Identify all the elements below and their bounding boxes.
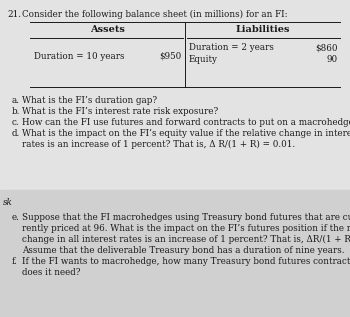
Text: Assume that the deliverable Treasury bond has a duration of nine years.: Assume that the deliverable Treasury bon… [22,246,344,255]
Text: Suppose that the FI macrohedges using Treasury bond futures that are cur-: Suppose that the FI macrohedges using Tr… [22,213,350,222]
Text: Equity: Equity [189,55,218,64]
Text: d.: d. [12,129,20,138]
Text: Duration = 2 years: Duration = 2 years [189,43,274,53]
Text: What is the FI’s duration gap?: What is the FI’s duration gap? [22,96,157,105]
Text: c.: c. [12,118,20,127]
Text: What is the FI’s interest rate risk exposure?: What is the FI’s interest rate risk expo… [22,107,218,116]
Text: Duration = 10 years: Duration = 10 years [34,52,125,61]
Text: rently priced at 96. What is the impact on the FI’s futures position if the rela: rently priced at 96. What is the impact … [22,224,350,233]
Text: does it need?: does it need? [22,268,80,277]
Text: Liabilities: Liabilities [235,25,290,35]
Text: 90: 90 [327,55,338,64]
Text: a.: a. [12,96,20,105]
Text: rates is an increase of 1 percent? That is, Δ R/(1 + R) = 0.01.: rates is an increase of 1 percent? That … [22,140,295,149]
Text: Consider the following balance sheet (in millions) for an FI:: Consider the following balance sheet (in… [22,10,288,19]
Text: e.: e. [12,213,20,222]
Text: $950: $950 [159,52,181,61]
Bar [0,0,350,190]
Text: 21.: 21. [7,10,21,19]
Text: $860: $860 [315,43,338,53]
Text: How can the FI use futures and forward contracts to put on a macrohedge?: How can the FI use futures and forward c… [22,118,350,127]
Bar [0,190,350,317]
Text: f.: f. [12,257,18,266]
Text: Assets: Assets [90,25,125,35]
Text: b.: b. [12,107,20,116]
Text: change in all interest rates is an increase of 1 percent? That is, ΔR/(1 + R) = : change in all interest rates is an incre… [22,235,350,244]
Text: sk: sk [3,198,13,207]
Text: What is the impact on the FI’s equity value if the relative change in interest: What is the impact on the FI’s equity va… [22,129,350,138]
Text: If the FI wants to macrohedge, how many Treasury bond futures contracts: If the FI wants to macrohedge, how many … [22,257,350,266]
